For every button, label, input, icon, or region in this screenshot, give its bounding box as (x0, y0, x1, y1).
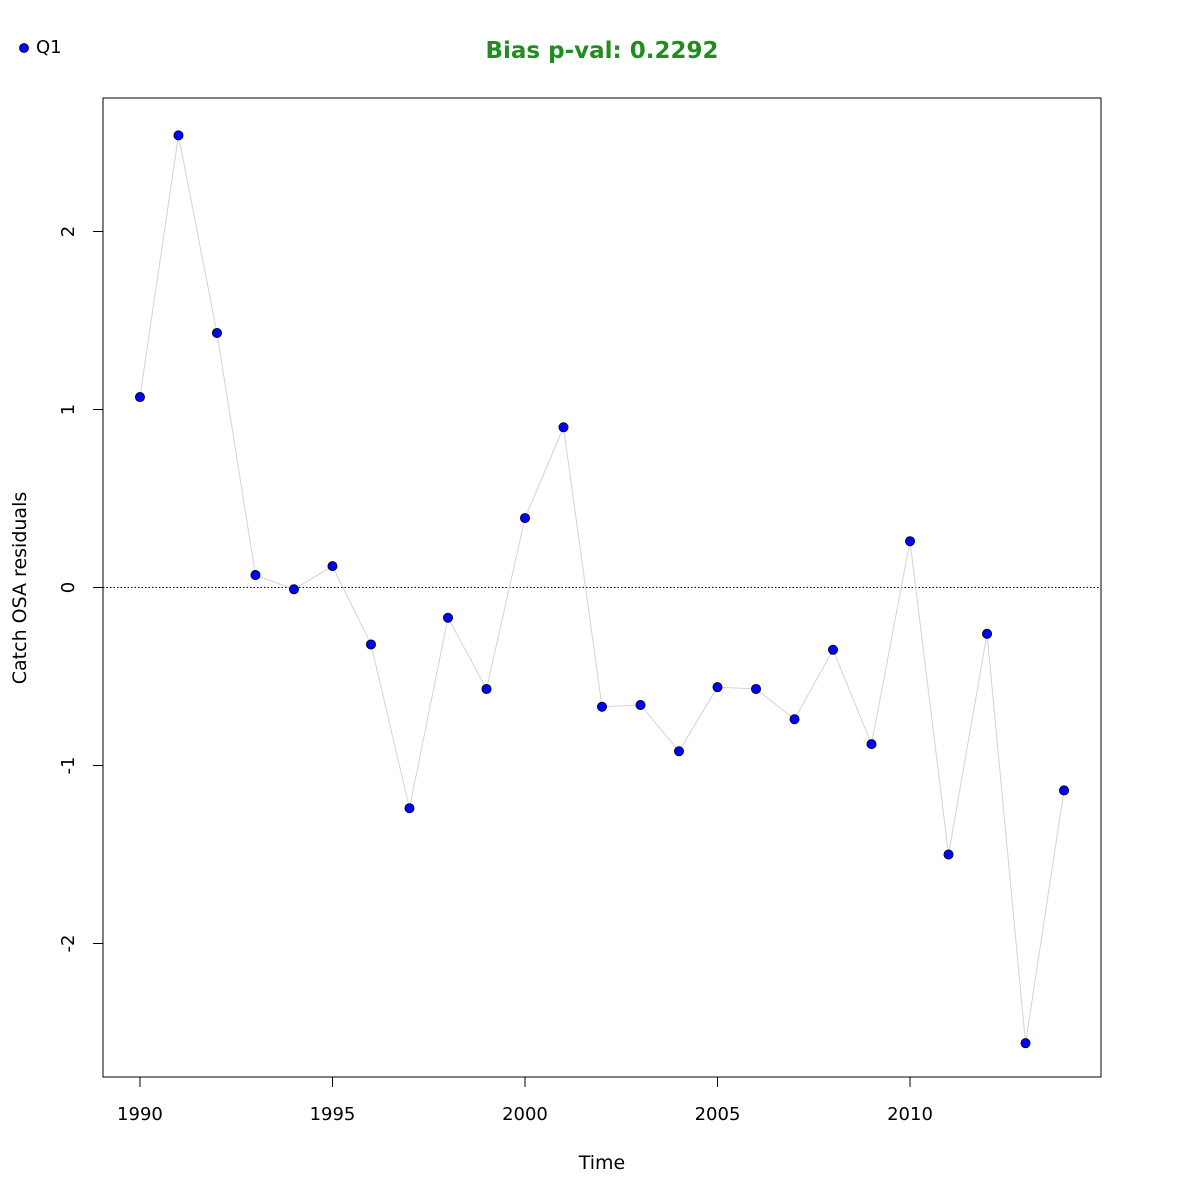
series-line-q1 (139, 135, 1065, 1044)
data-point-1999 (481, 683, 492, 694)
data-point-2007 (789, 714, 800, 725)
x-tick-label-1990: 1990 (117, 1104, 163, 1125)
y-tick-label-1: 1 (58, 404, 79, 415)
y-tick-label--2: -2 (58, 935, 79, 953)
data-point-2000 (519, 513, 530, 524)
y-tick-label--1: -1 (58, 757, 79, 775)
series-points-layer (134, 130, 1070, 1049)
legend-label-q1: Q1 (36, 37, 62, 58)
x-tick-label-2010: 2010 (887, 1104, 933, 1125)
y-tick-label-0: 0 (58, 582, 79, 593)
data-point-1990 (134, 392, 145, 403)
x-tick-label-2005: 2005 (695, 1104, 741, 1125)
chart-title: Bias p-val: 0.2292 (486, 38, 719, 64)
x-tick-label-1995: 1995 (310, 1104, 356, 1125)
y-axis: -2 -1 0 1 2 (58, 226, 104, 953)
x-axis: 1990 1995 2000 2005 2010 (117, 1076, 933, 1125)
data-point-2011 (943, 849, 954, 860)
data-point-1997 (404, 803, 415, 814)
data-point-1998 (442, 612, 453, 623)
data-point-2008 (828, 644, 839, 655)
x-tick-label-2000: 2000 (502, 1104, 548, 1125)
data-point-2003 (635, 699, 646, 710)
data-point-2001 (558, 422, 569, 433)
data-point-1996 (365, 639, 376, 650)
data-point-2004 (674, 746, 685, 757)
data-point-2002 (597, 701, 608, 712)
data-point-1993 (250, 570, 261, 581)
legend: Q1 (19, 37, 62, 58)
data-point-1995 (327, 561, 338, 572)
data-point-2012 (982, 628, 993, 639)
x-axis-title: Time (578, 1152, 626, 1174)
data-point-1994 (288, 584, 299, 595)
data-point-2010 (905, 536, 916, 547)
data-point-2006 (751, 683, 762, 694)
data-point-2009 (866, 739, 877, 750)
data-point-1992 (211, 327, 222, 338)
series-line-layer (139, 135, 1065, 1044)
legend-marker-q1 (19, 43, 29, 53)
data-point-2014 (1059, 785, 1070, 796)
data-point-1991 (173, 130, 184, 141)
y-axis-title: Catch OSA residuals (9, 492, 31, 684)
data-point-2005 (712, 682, 723, 693)
data-point-2013 (1020, 1038, 1031, 1049)
y-tick-label-2: 2 (58, 226, 79, 237)
